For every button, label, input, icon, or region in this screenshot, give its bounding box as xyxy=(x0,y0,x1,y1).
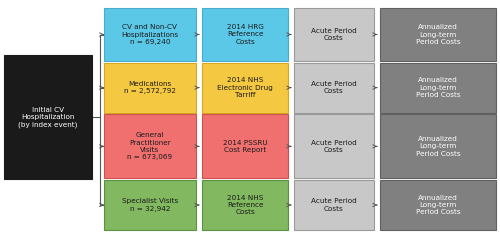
FancyBboxPatch shape xyxy=(104,114,196,178)
Text: Annualized
Long-term
Period Costs: Annualized Long-term Period Costs xyxy=(416,195,461,215)
FancyBboxPatch shape xyxy=(294,180,374,230)
FancyBboxPatch shape xyxy=(202,114,288,178)
Text: Initial CV
Hospitalization
(by index event): Initial CV Hospitalization (by index eve… xyxy=(18,106,78,128)
Text: Annualized
Long-term
Period Costs: Annualized Long-term Period Costs xyxy=(416,136,461,157)
Text: Acute Period
Costs: Acute Period Costs xyxy=(311,140,357,153)
Text: General
Practitioner
Visits
n = 673,069: General Practitioner Visits n = 673,069 xyxy=(128,133,172,160)
Text: 2014 HRG
Reference
Costs: 2014 HRG Reference Costs xyxy=(226,24,264,45)
FancyBboxPatch shape xyxy=(202,180,288,230)
Text: Annualized
Long-term
Period Costs: Annualized Long-term Period Costs xyxy=(416,77,461,98)
Text: Acute Period
Costs: Acute Period Costs xyxy=(311,81,357,94)
Text: Specialist Visits
n = 32,942: Specialist Visits n = 32,942 xyxy=(122,198,178,212)
FancyBboxPatch shape xyxy=(294,63,374,113)
FancyBboxPatch shape xyxy=(104,8,196,61)
FancyBboxPatch shape xyxy=(202,63,288,113)
FancyBboxPatch shape xyxy=(104,63,196,113)
Text: 2014 NHS
Reference
Costs: 2014 NHS Reference Costs xyxy=(227,195,263,215)
Text: CV and Non-CV
Hospitalizations
n = 69,240: CV and Non-CV Hospitalizations n = 69,24… xyxy=(122,24,178,45)
FancyBboxPatch shape xyxy=(380,114,496,178)
FancyBboxPatch shape xyxy=(202,8,288,61)
FancyBboxPatch shape xyxy=(294,8,374,61)
FancyBboxPatch shape xyxy=(104,180,196,230)
FancyBboxPatch shape xyxy=(380,180,496,230)
FancyBboxPatch shape xyxy=(380,8,496,61)
Text: 2014 PSSRU
Cost Report: 2014 PSSRU Cost Report xyxy=(222,140,268,153)
Text: 2014 NHS
Electronic Drug
Tarriff: 2014 NHS Electronic Drug Tarriff xyxy=(217,77,273,98)
FancyBboxPatch shape xyxy=(4,55,92,179)
Text: Annualized
Long-term
Period Costs: Annualized Long-term Period Costs xyxy=(416,24,461,45)
Text: Acute Period
Costs: Acute Period Costs xyxy=(311,198,357,212)
FancyBboxPatch shape xyxy=(294,114,374,178)
FancyBboxPatch shape xyxy=(380,63,496,113)
Text: Medications
n = 2,572,792: Medications n = 2,572,792 xyxy=(124,81,176,94)
Text: Acute Period
Costs: Acute Period Costs xyxy=(311,28,357,41)
